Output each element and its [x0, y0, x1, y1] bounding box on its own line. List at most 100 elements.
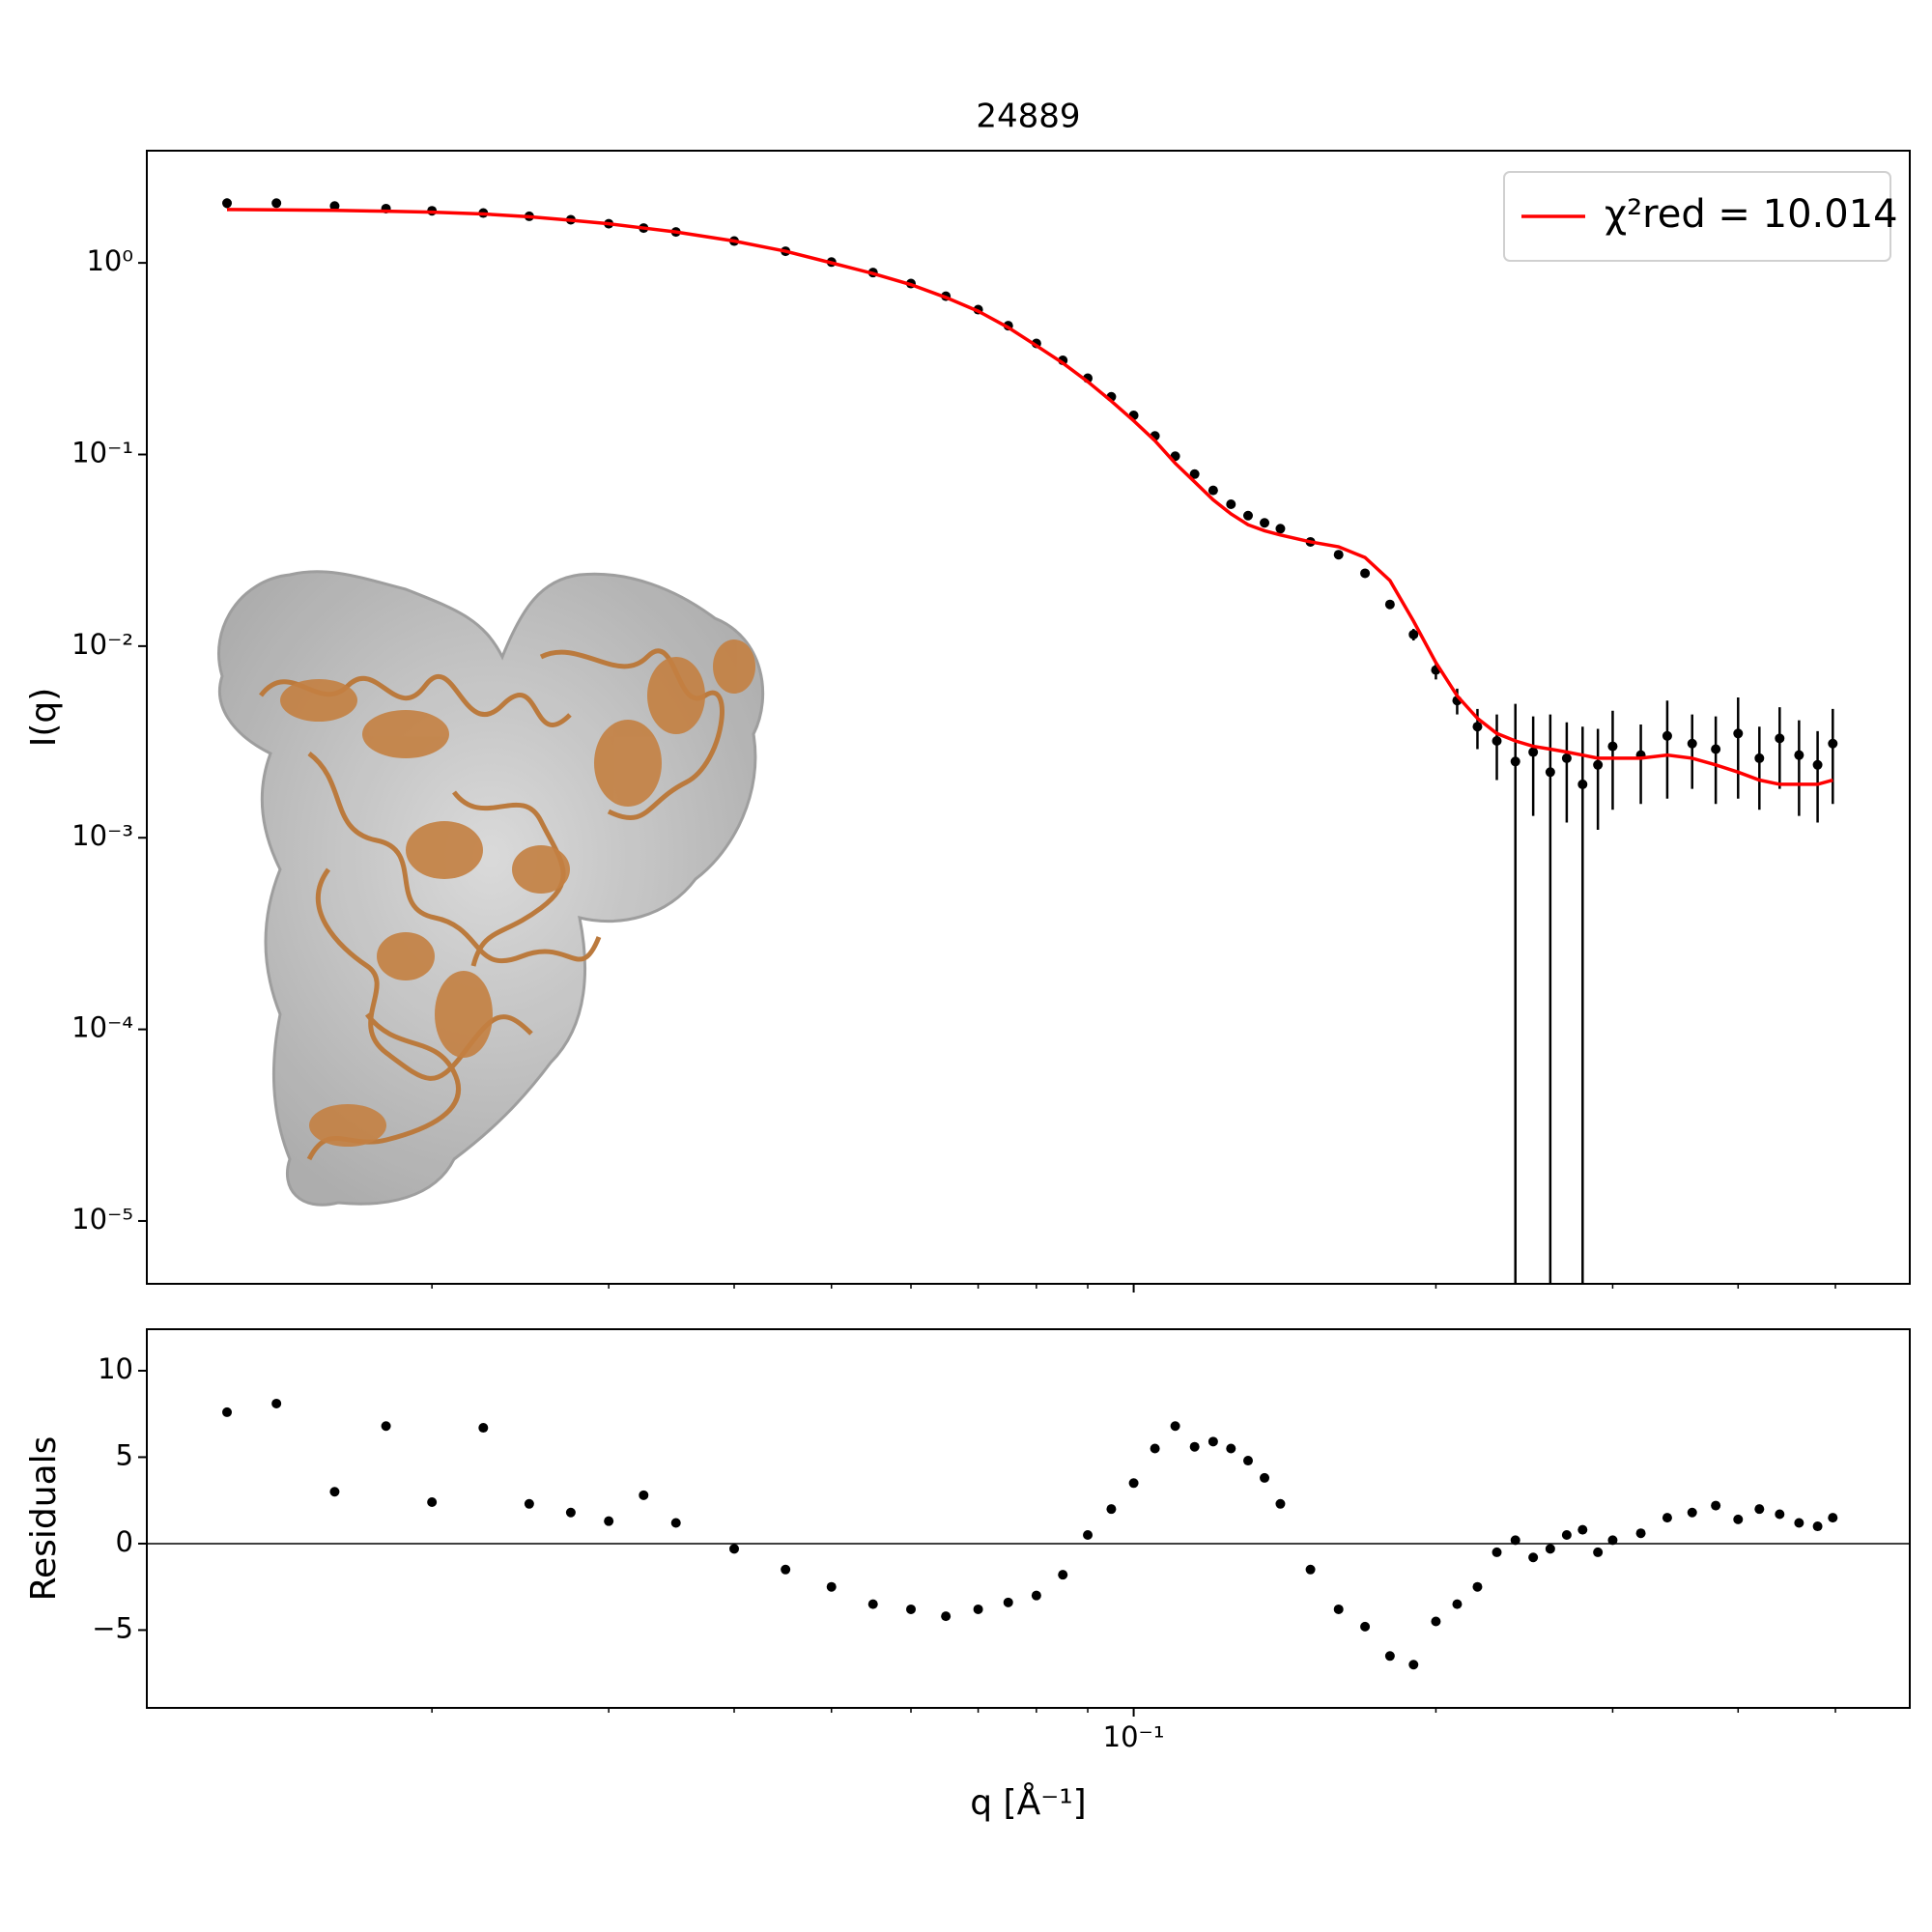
data-point [1794, 1518, 1804, 1528]
x-tick-label: 10⁻¹ [1103, 1720, 1165, 1753]
data-point [1189, 469, 1200, 479]
data-point [1754, 1504, 1765, 1515]
data-point [1275, 1498, 1286, 1509]
data-point [1733, 1514, 1744, 1524]
data-point [1260, 1472, 1270, 1483]
data-point [1828, 1513, 1838, 1523]
y-tick-label: 10⁻⁴ [71, 1011, 133, 1044]
y-tick-label: 10⁰ [86, 244, 133, 277]
axes-frame [146, 150, 1911, 1285]
y-tick-label: −5 [92, 1611, 133, 1644]
y-tick-label: 5 [116, 1438, 133, 1471]
data-point [1226, 1443, 1236, 1454]
data-point [1333, 550, 1344, 560]
data-point [1607, 741, 1618, 752]
data-point [222, 1406, 233, 1417]
data-point [565, 1507, 576, 1518]
y-tick-label: 10⁻³ [71, 819, 133, 852]
data-point [941, 1611, 952, 1622]
data-point [670, 1518, 681, 1528]
data-point [271, 1398, 282, 1408]
data-point [1711, 744, 1721, 754]
data-point [222, 198, 233, 209]
data-point [1812, 759, 1823, 770]
data-point [1510, 756, 1520, 767]
data-point [1058, 1570, 1068, 1580]
data-point [1360, 568, 1371, 579]
data-point [1003, 1597, 1013, 1607]
data-point [1794, 750, 1804, 760]
data-point [1150, 1443, 1160, 1454]
data-point [1452, 1599, 1463, 1609]
data-point [1472, 722, 1483, 732]
axes-frame [146, 1328, 1911, 1709]
data-point [1561, 1530, 1572, 1541]
data-point [1775, 733, 1785, 744]
data-point [1828, 738, 1838, 749]
data-point [1687, 738, 1697, 749]
data-point [1577, 779, 1588, 789]
data-point [524, 1498, 534, 1509]
data-point [1593, 759, 1604, 770]
data-point [1510, 1535, 1520, 1546]
y-tick-label: 10⁻⁵ [71, 1203, 133, 1236]
data-point [639, 1490, 649, 1500]
data-point [1687, 1507, 1697, 1518]
data-point [1561, 753, 1572, 763]
data-point [1408, 629, 1419, 639]
data-point [1128, 1478, 1139, 1489]
data-point [1226, 499, 1236, 510]
data-point [1662, 1513, 1672, 1523]
data-point [1492, 1547, 1502, 1557]
data-point [1242, 510, 1253, 521]
chart-title: 24889 [976, 98, 1080, 136]
data-point [1360, 1621, 1371, 1632]
data-point [1260, 518, 1270, 528]
plot-area [147, 1398, 1910, 1670]
data-point [1031, 1590, 1041, 1601]
data-point [381, 1421, 391, 1432]
data-point [1662, 730, 1672, 741]
data-point [1545, 767, 1555, 778]
data-point [604, 1516, 614, 1526]
data-point [1775, 1509, 1785, 1520]
data-point [1635, 1528, 1646, 1539]
y-tick-label: 10 [98, 1352, 133, 1385]
data-point [1242, 1456, 1253, 1466]
data-point [1305, 1564, 1316, 1575]
data-point [1577, 1524, 1588, 1535]
x-axis-label: q [Å⁻¹] [970, 1781, 1086, 1823]
data-point [1472, 1581, 1483, 1592]
data-point [1408, 1660, 1419, 1670]
fit-line [226, 208, 1833, 786]
data-point [1106, 1504, 1117, 1515]
data-point [1083, 1530, 1094, 1541]
y-axis-label: I(q) [24, 688, 64, 748]
data-point [1733, 728, 1744, 739]
data-point [1711, 1500, 1721, 1511]
data-point [1545, 1544, 1555, 1554]
helices [280, 639, 755, 1147]
data-point [1170, 1421, 1180, 1432]
data-point [1333, 1604, 1344, 1614]
data-point [1208, 1436, 1218, 1447]
data-point [1593, 1547, 1604, 1557]
data-point [973, 1604, 983, 1614]
data-point [1208, 485, 1218, 496]
legend-box [1503, 171, 1891, 262]
data-point [1754, 753, 1765, 763]
data-point [1275, 524, 1286, 534]
data-point [1528, 747, 1539, 757]
data-point [329, 201, 340, 212]
data-point [1607, 1535, 1618, 1546]
data-point [478, 1423, 489, 1434]
y-tick-label: 10⁻¹ [71, 436, 133, 469]
data-point [1492, 736, 1502, 747]
data-point [1189, 1441, 1200, 1452]
data-point [826, 1581, 837, 1592]
data-point [867, 1599, 878, 1609]
y-tick-label: 0 [116, 1525, 133, 1558]
plot-area [222, 198, 1838, 1284]
legend-label: χ²red = 10.014 [1605, 192, 1898, 237]
